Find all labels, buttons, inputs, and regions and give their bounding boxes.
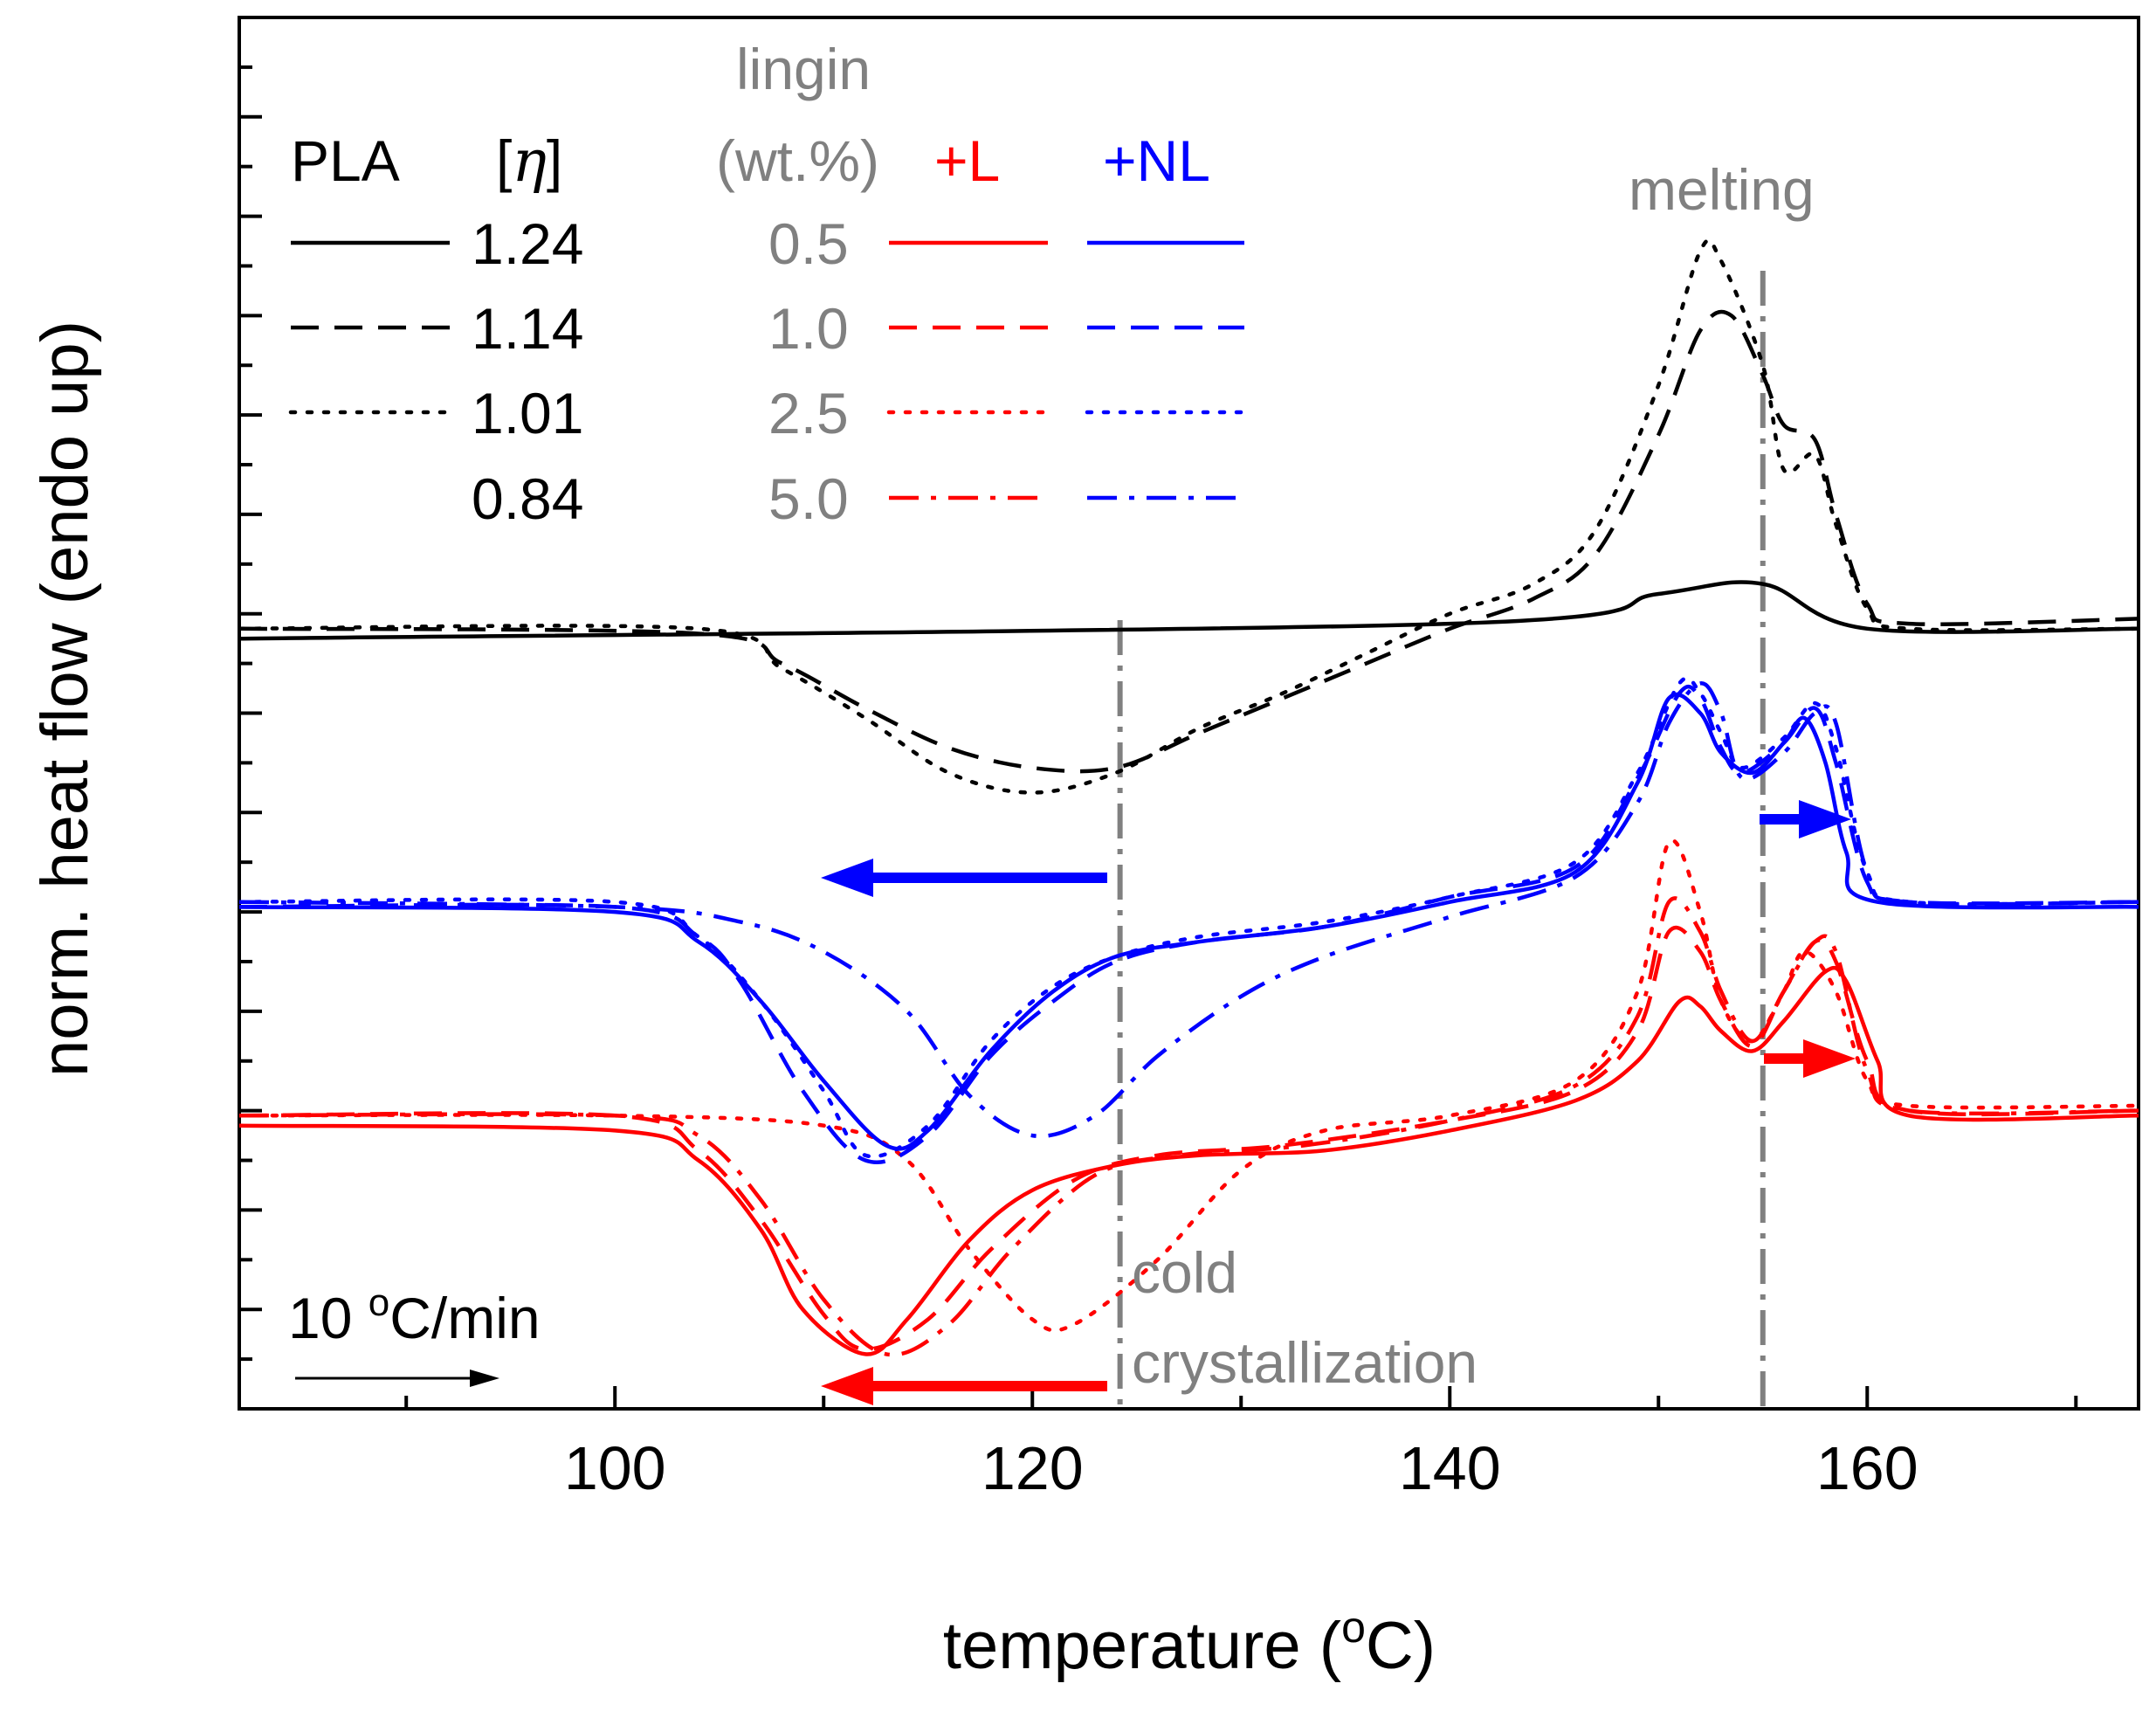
- series-line-plus-l-solid: [239, 965, 2139, 1356]
- legend-pla-header: PLA: [291, 128, 400, 193]
- series-line-plus-l-dotted: [239, 838, 2139, 1333]
- legend-pla-value: 0.84: [472, 466, 583, 531]
- blue-melt-shift-arrowhead: [1799, 800, 1851, 838]
- cold-label: cold: [1132, 1240, 1237, 1305]
- series-line-pla-dotted: [239, 238, 2139, 795]
- crystallization-label: crystallization: [1132, 1330, 1478, 1395]
- legend-wt-header: (wt.%): [716, 128, 879, 193]
- legend-eta-header: [η]: [496, 128, 562, 195]
- x-tick-label: 120: [982, 1434, 1084, 1502]
- x-axis-ticks: 100 120 140 160: [404, 1386, 2078, 1502]
- legend-lignin-value: 1.0: [768, 296, 849, 361]
- series-line-plus-nl-dashed: [239, 684, 2139, 1165]
- curves: [239, 238, 2139, 1357]
- red-melt-shift-arrowhead: [1803, 1039, 1856, 1078]
- y-axis-title: norm. heat flow (endo up): [28, 321, 102, 1077]
- melting-label: melting: [1629, 157, 1815, 222]
- series-line-plus-nl-dotted: [239, 676, 2139, 1159]
- legend-lignin-value: 2.5: [768, 381, 849, 445]
- legend-lignin-value: 0.5: [768, 211, 849, 276]
- legend-plus-nl-header: +NL: [1103, 128, 1210, 193]
- legend-plus-l-header: +L: [934, 128, 1000, 193]
- legend-lignin-header: lingin: [736, 37, 871, 101]
- legend-pla-value: 1.01: [472, 381, 583, 445]
- heating-rate-label: 10 oC/min: [288, 1281, 541, 1350]
- legend-lignin-value: 5.0: [768, 466, 849, 531]
- red-cold-shift-arrowhead: [821, 1367, 873, 1405]
- series-line-pla-solid: [239, 580, 2139, 641]
- series-line-pla-dashed: [239, 309, 2139, 774]
- x-tick-label: 100: [564, 1434, 666, 1502]
- legend-pla-value: 1.14: [472, 296, 583, 361]
- series-line-plus-l-dashdot: [239, 896, 2139, 1357]
- x-tick-label: 140: [1399, 1434, 1501, 1502]
- blue-cold-shift-arrowhead: [821, 859, 873, 897]
- x-tick-label: 160: [1816, 1434, 1918, 1502]
- heating-rate-arrowhead: [470, 1370, 499, 1387]
- y-axis-ticks: [239, 65, 262, 1362]
- shift-arrows: [821, 800, 1856, 1405]
- legend: PLA [η] lingin (wt.%) +L +NL 1.24 1.14 1.0…: [288, 37, 1247, 531]
- legend-pla-value: 1.24: [472, 211, 583, 276]
- x-axis-title: temperature (oC): [943, 1603, 1436, 1683]
- series-line-plus-l-dashed: [239, 925, 2139, 1351]
- series-line-plus-nl-solid: [239, 692, 2139, 1151]
